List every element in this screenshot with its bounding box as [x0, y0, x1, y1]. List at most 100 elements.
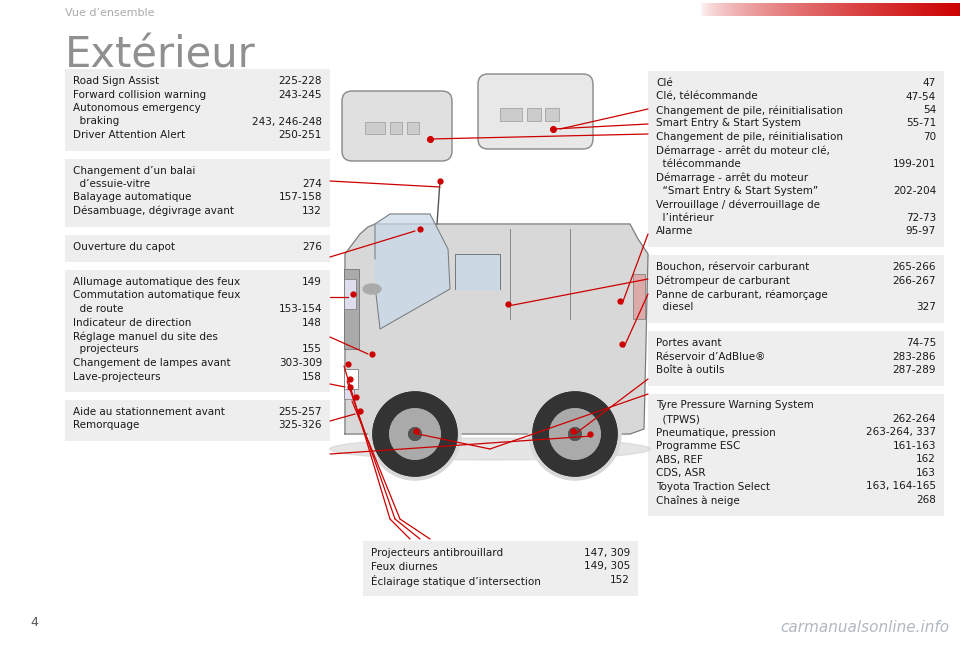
- Bar: [810, 3, 811, 16]
- Bar: [955, 3, 956, 16]
- Text: 268: 268: [916, 495, 936, 505]
- Bar: [885, 3, 886, 16]
- Bar: [732, 3, 733, 16]
- Bar: [857, 3, 858, 16]
- FancyBboxPatch shape: [65, 158, 330, 227]
- Bar: [842, 3, 843, 16]
- Bar: [704, 3, 705, 16]
- Circle shape: [373, 392, 457, 476]
- Bar: [780, 3, 781, 16]
- Bar: [769, 3, 770, 16]
- Bar: [724, 3, 725, 16]
- Text: 4: 4: [30, 616, 37, 629]
- Text: 263-264, 337: 263-264, 337: [866, 428, 936, 437]
- FancyBboxPatch shape: [478, 74, 593, 149]
- Bar: [755, 3, 756, 16]
- Circle shape: [369, 388, 461, 480]
- Bar: [949, 3, 950, 16]
- Bar: [909, 3, 910, 16]
- Bar: [833, 3, 834, 16]
- Text: 162: 162: [916, 454, 936, 465]
- Bar: [757, 3, 758, 16]
- Bar: [878, 3, 879, 16]
- Bar: [932, 3, 933, 16]
- Text: 265-266: 265-266: [893, 262, 936, 272]
- Bar: [715, 3, 716, 16]
- Text: 274: 274: [302, 179, 322, 189]
- Bar: [863, 3, 864, 16]
- Bar: [883, 3, 884, 16]
- Bar: [902, 3, 903, 16]
- Text: Autonomous emergency: Autonomous emergency: [73, 103, 201, 113]
- Bar: [907, 3, 908, 16]
- Bar: [813, 3, 814, 16]
- Bar: [817, 3, 818, 16]
- Text: Portes avant: Portes avant: [656, 338, 722, 348]
- Bar: [864, 3, 865, 16]
- Text: 74-75: 74-75: [905, 338, 936, 348]
- Bar: [344, 384, 354, 399]
- Text: Commutation automatique feux: Commutation automatique feux: [73, 291, 240, 300]
- Bar: [890, 3, 891, 16]
- Text: Vue d’ensemble: Vue d’ensemble: [65, 8, 155, 18]
- Bar: [390, 122, 402, 134]
- Bar: [789, 3, 790, 16]
- Bar: [836, 3, 837, 16]
- Bar: [753, 3, 754, 16]
- Bar: [882, 3, 883, 16]
- Bar: [801, 3, 802, 16]
- Text: Boîte à outils: Boîte à outils: [656, 365, 725, 375]
- Bar: [840, 3, 841, 16]
- Bar: [861, 3, 862, 16]
- Text: Bouchon, réservoir carburant: Bouchon, réservoir carburant: [656, 262, 809, 272]
- Bar: [893, 3, 894, 16]
- Circle shape: [373, 392, 457, 476]
- Bar: [500, 108, 522, 121]
- FancyBboxPatch shape: [65, 69, 330, 151]
- Polygon shape: [375, 214, 450, 329]
- Bar: [750, 3, 751, 16]
- Bar: [749, 3, 750, 16]
- Text: Réservoir d’AdBlue®: Réservoir d’AdBlue®: [656, 352, 765, 361]
- Bar: [740, 3, 741, 16]
- Bar: [800, 3, 801, 16]
- Circle shape: [390, 409, 441, 459]
- Text: “Smart Entry & Start System”: “Smart Entry & Start System”: [656, 186, 818, 196]
- Bar: [848, 3, 849, 16]
- Text: Lave-projecteurs: Lave-projecteurs: [73, 371, 160, 382]
- Bar: [884, 3, 885, 16]
- Bar: [738, 3, 739, 16]
- Bar: [728, 3, 729, 16]
- Bar: [937, 3, 938, 16]
- Bar: [767, 3, 768, 16]
- Bar: [939, 3, 940, 16]
- Text: 153-154: 153-154: [278, 304, 322, 314]
- Bar: [933, 3, 934, 16]
- Bar: [725, 3, 726, 16]
- Bar: [731, 3, 732, 16]
- Bar: [733, 3, 734, 16]
- Text: l’intérieur: l’intérieur: [656, 213, 713, 223]
- Bar: [831, 3, 832, 16]
- Bar: [722, 3, 723, 16]
- Bar: [826, 3, 827, 16]
- Bar: [953, 3, 954, 16]
- Bar: [879, 3, 880, 16]
- Text: Changement de pile, réinitialisation: Changement de pile, réinitialisation: [656, 105, 843, 116]
- Bar: [781, 3, 782, 16]
- Text: Road Sign Assist: Road Sign Assist: [73, 76, 159, 86]
- Bar: [827, 3, 828, 16]
- Bar: [866, 3, 867, 16]
- Bar: [906, 3, 907, 16]
- Bar: [787, 3, 788, 16]
- Text: 95-97: 95-97: [905, 227, 936, 236]
- Bar: [918, 3, 919, 16]
- Bar: [880, 3, 881, 16]
- Text: 132: 132: [302, 206, 322, 216]
- Bar: [823, 3, 824, 16]
- Bar: [633, 274, 645, 319]
- Bar: [796, 3, 797, 16]
- Text: Allumage automatique des feux: Allumage automatique des feux: [73, 277, 240, 287]
- Text: carmanualsonline.info: carmanualsonline.info: [780, 620, 949, 635]
- Bar: [734, 3, 735, 16]
